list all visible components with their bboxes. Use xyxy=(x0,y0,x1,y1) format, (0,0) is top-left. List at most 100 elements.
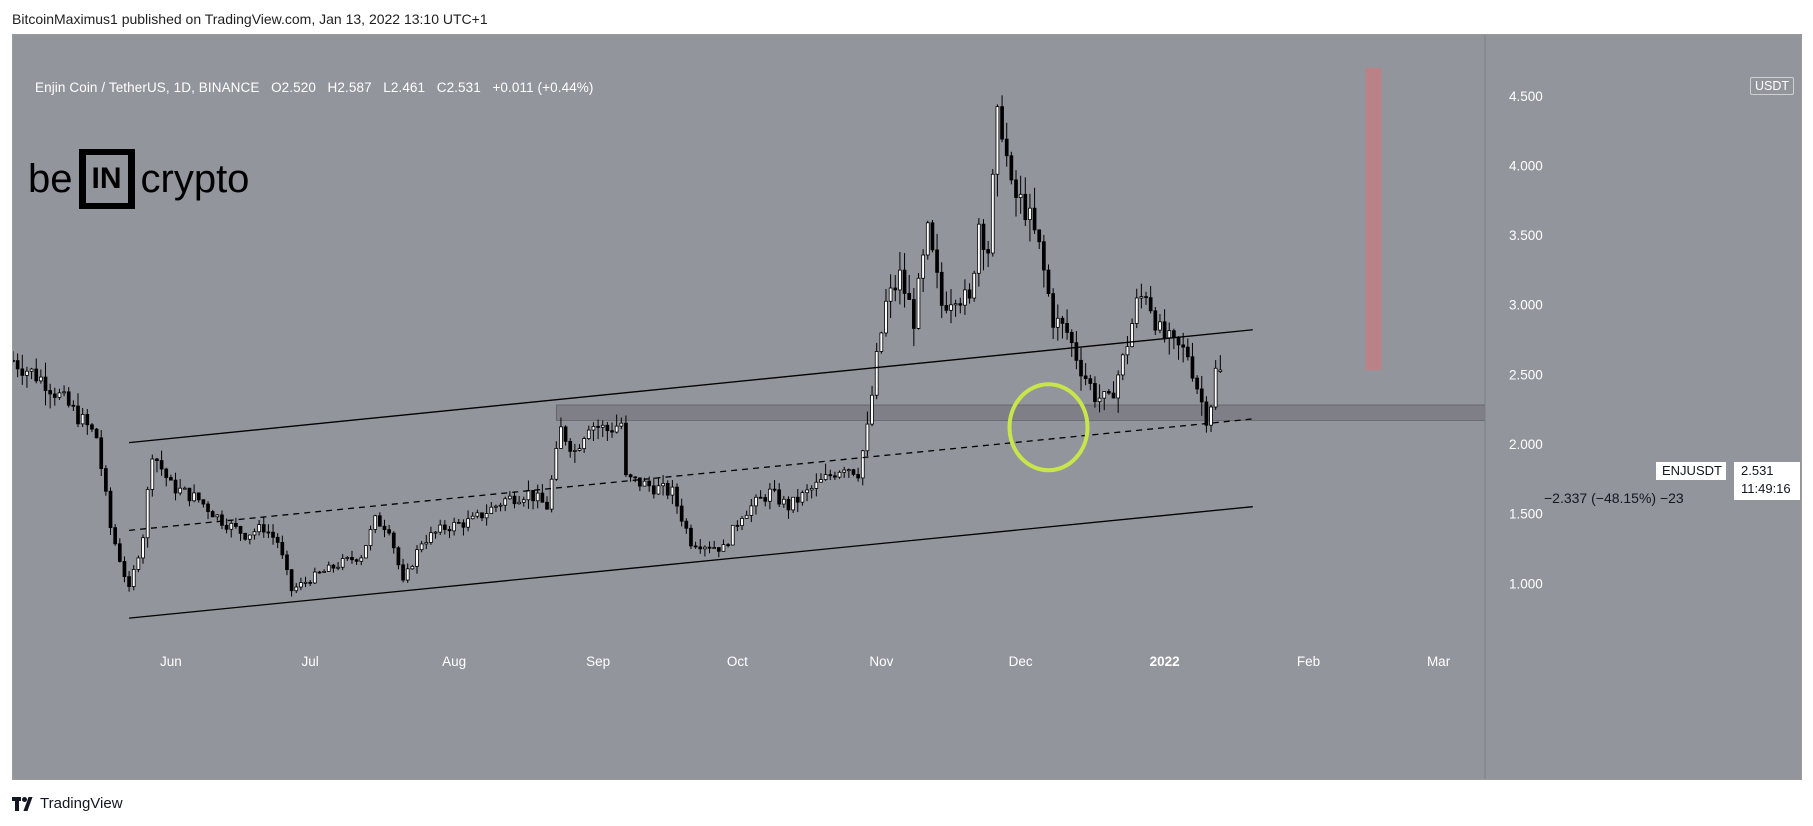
candle-body xyxy=(1065,322,1069,333)
candle-body xyxy=(545,501,549,510)
candle-body xyxy=(466,518,470,528)
candle-body xyxy=(34,368,39,382)
candle-body xyxy=(99,437,104,469)
candle-body xyxy=(823,474,828,481)
candle-body xyxy=(693,545,698,548)
candle-body xyxy=(285,554,289,571)
candle-body xyxy=(1037,229,1042,243)
candle-body xyxy=(141,537,145,559)
price-tick-label: 1.000 xyxy=(1509,576,1543,591)
candle-body xyxy=(331,564,336,569)
candle-body xyxy=(1190,356,1195,379)
candle-body xyxy=(828,474,833,477)
candle-body xyxy=(842,469,847,473)
candle-body xyxy=(563,426,568,442)
candle-body xyxy=(117,543,122,562)
candle-body xyxy=(707,546,712,549)
candle-body xyxy=(805,489,809,494)
candle-body xyxy=(633,476,638,479)
tradingview-logo-icon xyxy=(12,796,34,811)
candle-body xyxy=(1218,369,1223,372)
candle-body xyxy=(953,303,958,306)
candlestick-chart[interactable]: 1.000 1.500 2.000 2.500 3.000 3.500 4.000 4.500… xyxy=(13,35,1801,779)
price-axis[interactable]: 1.000 1.500 2.000 2.500 3.000 3.500 4.000 4.500 xyxy=(1509,89,1543,592)
candle-body xyxy=(656,485,661,495)
candle-body xyxy=(429,532,433,543)
candle-body xyxy=(1172,330,1176,338)
candle-body xyxy=(884,300,888,334)
last-price-value: 2.531 xyxy=(1741,463,1774,478)
candle-body xyxy=(712,547,717,549)
candle-body xyxy=(740,518,744,527)
time-tick-label: Feb xyxy=(1297,654,1320,669)
candle-body xyxy=(916,277,921,329)
candle-body xyxy=(192,492,196,502)
candle-body xyxy=(786,498,791,511)
candle-body xyxy=(986,249,990,254)
candle-body xyxy=(930,222,935,251)
candle-body xyxy=(187,487,192,502)
publish-info: BitcoinMaximus1 published on TradingView… xyxy=(12,11,488,27)
candle-body xyxy=(145,489,150,539)
candle-body xyxy=(1209,406,1213,426)
candle-body xyxy=(684,520,689,529)
candle-body xyxy=(494,505,498,508)
chart-frame[interactable]: 1.000 1.500 2.000 2.500 3.000 3.500 4.000 4.500… xyxy=(12,34,1802,780)
candle-body xyxy=(178,487,183,494)
last-price-tag: ENJUSDT 2.531 11:49:16 xyxy=(1656,462,1800,502)
candle-body xyxy=(326,564,331,572)
candle-body xyxy=(364,545,368,559)
price-axis-background[interactable] xyxy=(1485,35,1801,639)
candle-body xyxy=(526,489,531,501)
currency-label[interactable]: USDT xyxy=(1750,77,1795,95)
candle-body xyxy=(1009,155,1014,181)
candle-body xyxy=(1074,342,1079,361)
candle-body xyxy=(108,490,113,529)
candle-body xyxy=(475,512,480,517)
time-tick-label: Oct xyxy=(727,654,748,669)
candle-body xyxy=(210,511,215,518)
candle-body xyxy=(401,564,405,581)
tradingview-footer[interactable]: TradingView xyxy=(12,795,123,812)
candle-body xyxy=(280,542,285,556)
candle-body xyxy=(1130,323,1134,348)
candle-body xyxy=(377,515,382,527)
candle-body xyxy=(990,173,995,254)
candle-body xyxy=(1185,346,1190,358)
channel-midline xyxy=(129,418,1253,531)
candle-body xyxy=(136,557,141,570)
candle-body xyxy=(540,492,545,503)
logo-text-in: IN xyxy=(78,149,135,209)
candle-body xyxy=(452,521,456,532)
candle-body xyxy=(85,414,90,426)
candle-body xyxy=(350,557,354,561)
candle-body xyxy=(531,489,535,502)
candle-body xyxy=(169,477,173,481)
symbol-title: Enjin Coin / TetherUS, 1D, BINANCE xyxy=(35,80,260,95)
candle-body xyxy=(368,529,373,547)
candle-body xyxy=(405,568,410,581)
candle-body xyxy=(898,269,902,291)
candle-body xyxy=(879,332,884,352)
candle-body xyxy=(382,525,387,531)
candle-body xyxy=(1000,106,1004,140)
candle-body xyxy=(1107,391,1111,394)
candle-body xyxy=(438,524,443,533)
time-axis[interactable]: Jun Jul Aug Sep Oct Nov Dec 2022 Feb Mar xyxy=(160,654,1451,669)
candle-body xyxy=(94,428,99,439)
candle-body xyxy=(322,571,326,573)
candle-body xyxy=(860,450,865,479)
candle-body xyxy=(201,499,206,505)
last-price-symbol: ENJUSDT xyxy=(1656,462,1726,480)
candle-body xyxy=(749,505,754,516)
time-axis-background[interactable] xyxy=(13,639,1801,779)
measure-bar xyxy=(1365,67,1382,371)
candle-body xyxy=(354,559,359,562)
candle-body xyxy=(1079,359,1083,377)
time-tick-label: Mar xyxy=(1427,654,1451,669)
candle-body xyxy=(456,521,461,524)
price-tick-label: 3.500 xyxy=(1509,228,1543,243)
channel-upper-line xyxy=(129,329,1253,444)
candle-body xyxy=(559,426,563,449)
candle-body xyxy=(1046,269,1051,295)
